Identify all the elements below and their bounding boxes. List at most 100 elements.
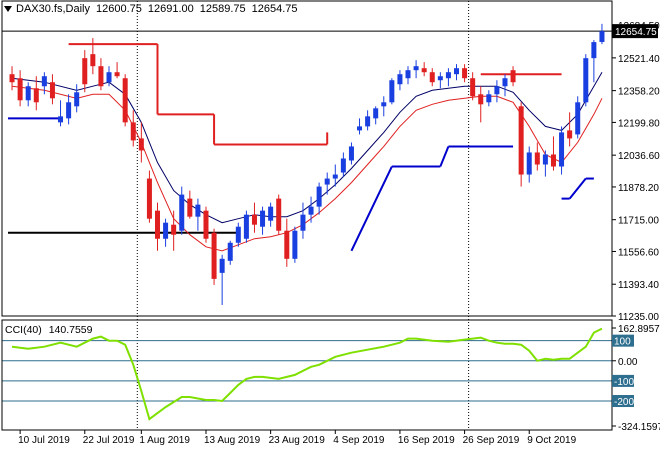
cci-tick-label: 100 bbox=[614, 337, 631, 348]
candle-body bbox=[90, 54, 96, 67]
candle-body bbox=[171, 224, 177, 235]
x-tick-label: 13 Aug 2019 bbox=[204, 435, 261, 446]
price-tick-label: 12199.80 bbox=[618, 118, 660, 129]
price-tick-label: 12036.60 bbox=[618, 151, 660, 162]
candle-body bbox=[74, 92, 80, 107]
price-tick-label: 11878.20 bbox=[618, 183, 659, 194]
candle-body bbox=[227, 242, 233, 261]
candle-body bbox=[365, 116, 371, 127]
support-blue-segment bbox=[439, 146, 450, 167]
candle-body bbox=[591, 42, 597, 59]
candle-body bbox=[510, 70, 516, 83]
price-tick-label: 12521.40 bbox=[618, 54, 660, 65]
candle-body bbox=[114, 72, 120, 77]
current-price-label: 12654.75 bbox=[615, 27, 657, 38]
candle-body bbox=[518, 106, 524, 175]
candle-body bbox=[316, 186, 322, 207]
cci-line bbox=[11, 327, 603, 421]
x-tick-label: 10 Jul 2019 bbox=[18, 435, 70, 446]
candle-body bbox=[268, 206, 274, 221]
ma-slow-line bbox=[11, 85, 603, 252]
candle-body bbox=[559, 132, 565, 167]
candle-body bbox=[478, 94, 484, 105]
candle-body bbox=[453, 68, 460, 75]
price-tick-label: 11393.40 bbox=[618, 280, 659, 291]
collapse-triangle-icon[interactable] bbox=[4, 6, 12, 12]
low-value: 12589.75 bbox=[199, 3, 246, 15]
candle-body bbox=[599, 31, 605, 42]
candle-body bbox=[324, 178, 330, 185]
cci-tick-label: 162.8957 bbox=[618, 324, 660, 335]
cci-tick-label: 0.00 bbox=[618, 357, 638, 368]
x-tick-label: 1 Aug 2019 bbox=[139, 435, 190, 446]
candle-body bbox=[486, 94, 492, 103]
candle-body bbox=[163, 222, 169, 239]
price-tick-label: 11715.00 bbox=[618, 216, 659, 227]
candle-body bbox=[542, 154, 548, 165]
candle-body bbox=[575, 102, 581, 135]
candle-body bbox=[33, 88, 39, 103]
cci-header: CCI(40) 140.7559 bbox=[5, 324, 96, 336]
candle-body bbox=[154, 210, 161, 239]
support-blue-segment bbox=[568, 177, 587, 200]
x-tick-label: 23 Aug 2019 bbox=[269, 435, 326, 446]
candle-body bbox=[17, 78, 23, 101]
chart-header: DAX30.fs,Daily 12600.75 12691.00 12589.7… bbox=[4, 3, 304, 15]
candle-body bbox=[405, 70, 411, 79]
candle-body bbox=[421, 68, 427, 73]
cci-tick-label: -324.1597 bbox=[618, 422, 660, 433]
candle-body bbox=[462, 68, 468, 79]
candle-body bbox=[243, 214, 249, 239]
candle-body bbox=[437, 76, 443, 81]
candle-body bbox=[308, 206, 314, 215]
candle-body bbox=[41, 76, 47, 87]
candle-body bbox=[340, 158, 346, 173]
candle-body bbox=[203, 210, 209, 239]
candle-body bbox=[9, 74, 15, 83]
x-tick-label: 9 Oct 2019 bbox=[527, 435, 576, 446]
candle-body bbox=[389, 80, 395, 103]
candle-body bbox=[397, 74, 403, 85]
candle-body bbox=[300, 214, 306, 231]
candle-body bbox=[567, 130, 573, 139]
candle-body bbox=[82, 58, 88, 85]
support-blue-segment bbox=[350, 166, 393, 252]
x-tick-label: 22 Jul 2019 bbox=[83, 435, 135, 446]
price-tick-label: 12358.20 bbox=[618, 87, 660, 98]
price-pane-frame bbox=[1, 0, 613, 317]
x-tick-label: 26 Sep 2019 bbox=[463, 435, 520, 446]
x-tick-label: 4 Sep 2019 bbox=[333, 435, 385, 446]
cci-name-label: CCI(40) bbox=[5, 324, 42, 336]
candle-body bbox=[251, 214, 257, 225]
candle-body bbox=[413, 66, 419, 71]
open-value: 12600.75 bbox=[95, 3, 142, 15]
candle-body bbox=[357, 126, 363, 131]
x-tick-label: 16 Sep 2019 bbox=[398, 435, 455, 446]
candle-body bbox=[260, 210, 266, 227]
candle-body bbox=[187, 198, 193, 217]
candle-body bbox=[470, 78, 476, 97]
current-price-box bbox=[612, 24, 658, 39]
cci-tick-label: -100 bbox=[614, 377, 634, 388]
symbol-label: DAX30.fs,Daily bbox=[16, 3, 90, 15]
candle-body bbox=[106, 72, 112, 83]
high-value: 12691.00 bbox=[147, 3, 194, 15]
candle-body bbox=[284, 230, 290, 259]
cci-value-label: 140.7559 bbox=[48, 324, 93, 336]
candle-body bbox=[526, 152, 532, 175]
price-tick-label: 11235.00 bbox=[618, 312, 659, 323]
candle-body bbox=[550, 154, 556, 167]
candle-body bbox=[445, 72, 451, 79]
candle-body bbox=[195, 204, 201, 217]
cci-tick-label: -200 bbox=[614, 397, 634, 408]
candle-body bbox=[211, 232, 217, 279]
candle-body bbox=[583, 58, 589, 103]
candle-body bbox=[98, 66, 104, 87]
candle-body bbox=[502, 78, 508, 87]
candle-body bbox=[49, 82, 55, 99]
candle-body bbox=[348, 146, 354, 161]
cci-level-box bbox=[612, 334, 634, 347]
candle-body bbox=[25, 86, 31, 101]
